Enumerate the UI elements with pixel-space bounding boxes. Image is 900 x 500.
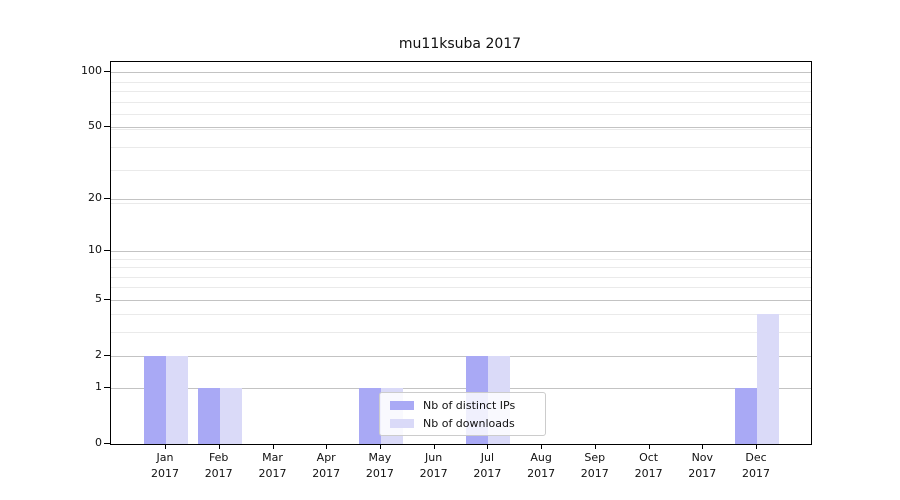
y-tick-label: 5 (95, 291, 102, 305)
gridline-minor (111, 170, 811, 171)
y-tick-mark (104, 354, 110, 356)
gridline-major (111, 388, 811, 390)
y-tick-label: 1 (95, 380, 102, 394)
gridline-minor (111, 101, 811, 103)
y-tick-label: 20 (88, 190, 102, 204)
gridline-minor (111, 114, 811, 116)
gridline-minor (111, 202, 811, 204)
legend-item-distinct-ips: Nb of distinct IPs (390, 398, 537, 413)
bar-downloads-feb (219, 388, 242, 444)
x-tick-label-jan: Jan 2017 (151, 451, 179, 480)
y-tick-label: 100 (81, 64, 102, 78)
x-tick-label-sep: Sep 2017 (580, 451, 609, 480)
y-tick-mark (104, 71, 110, 73)
y-tick-label: 0 (95, 436, 102, 449)
bar-distinct-ips-may (358, 388, 381, 444)
legend-swatch-downloads (390, 419, 414, 428)
gridline-major (111, 250, 811, 252)
x-tick-mark (541, 444, 543, 449)
bar-distinct-ips-feb (197, 388, 220, 444)
x-tick-mark (379, 444, 381, 449)
x-tick-label-jul: Jul 2017 (473, 451, 502, 480)
x-tick-mark (648, 444, 650, 449)
y-tick-mark (104, 298, 110, 300)
x-tick-label-aug: Aug 2017 (527, 451, 556, 480)
y-tick-mark (104, 443, 110, 444)
x-tick-label-dec: Dec 2017 (742, 451, 770, 480)
legend-label-distinct-ips: Nb of distinct IPs (423, 399, 516, 412)
y-tick-label: 10 (88, 242, 102, 256)
y-tick-mark (104, 387, 110, 389)
gridline-major (111, 127, 811, 129)
bar-downloads-dec (757, 314, 779, 444)
gridline-minor (111, 276, 811, 278)
y-tick-label: 50 (88, 119, 102, 133)
chart-title: mu11ksuba 2017 (398, 36, 522, 52)
x-tick-label-apr: Apr 2017 (312, 451, 341, 480)
gridline-major (111, 198, 811, 200)
x-tick-label-mar: Mar 2017 (258, 451, 287, 480)
gridline-minor (111, 287, 811, 289)
x-tick-mark (326, 444, 328, 449)
gridline-minor (111, 332, 811, 334)
x-tick-label-feb: Feb 2017 (204, 451, 233, 480)
gridline-major (111, 72, 811, 74)
gridline-minor (111, 258, 811, 260)
plot-area (110, 61, 812, 445)
gridline-major (111, 299, 811, 301)
legend-label-downloads: Nb of downloads (423, 417, 515, 430)
y-tick-label: 2 (95, 347, 102, 361)
bar-downloads-jan (166, 355, 188, 444)
gridline-minor (111, 314, 811, 316)
x-tick-mark (272, 444, 274, 449)
x-tick-mark (702, 444, 704, 449)
x-tick-label-may: May 2017 (365, 451, 394, 480)
gridline-minor (111, 91, 811, 92)
y-tick-mark (104, 197, 110, 199)
x-tick-label-nov: Nov 2017 (688, 451, 717, 480)
y-tick-mark (104, 126, 110, 128)
x-tick-mark (487, 444, 489, 449)
gridline-minor (111, 128, 811, 130)
legend-item-downloads: Nb of downloads (390, 416, 537, 431)
x-tick-mark (165, 444, 166, 449)
gridline-minor (111, 267, 811, 268)
legend-swatch-distinct-ips (390, 401, 414, 410)
x-tick-label-oct: Oct 2017 (634, 451, 663, 480)
bar-distinct-ips-jan (144, 355, 166, 444)
x-tick-mark (433, 444, 435, 449)
legend: Nb of distinct IPs Nb of downloads (379, 392, 546, 436)
x-tick-mark (218, 444, 220, 449)
x-tick-mark (756, 444, 757, 449)
x-tick-label-jun: Jun 2017 (419, 451, 448, 480)
gridline-minor (111, 146, 811, 148)
gridline-minor (111, 81, 811, 83)
bar-distinct-ips-dec (735, 388, 757, 444)
y-tick-mark (104, 249, 110, 251)
x-tick-mark (594, 444, 596, 449)
gridline-major (111, 355, 811, 357)
